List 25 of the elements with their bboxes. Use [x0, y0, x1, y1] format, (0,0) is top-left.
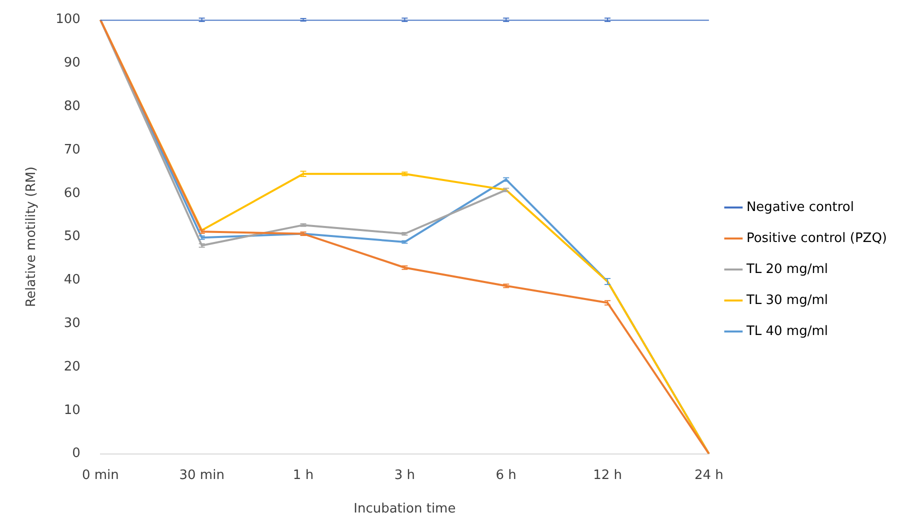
y-axis-title: Relative motility (RM): [24, 166, 40, 308]
x-tick-label: 12 h: [593, 468, 622, 483]
x-tick-label: 3 h: [394, 468, 416, 483]
y-tick-label: 70: [64, 142, 80, 158]
y-tick-label: 60: [64, 186, 80, 201]
y-tick-label: 90: [64, 56, 80, 71]
x-tick-label: 24 h: [694, 468, 724, 483]
y-tick-label: 10: [64, 402, 80, 418]
legend-label: TL 20 mg/ml: [745, 262, 828, 277]
legend-label: Negative control: [746, 200, 854, 215]
legend-label: TL 40 mg/ml: [745, 324, 828, 339]
y-tick-label: 40: [64, 272, 80, 288]
x-axis-title: Incubation time: [354, 502, 456, 517]
x-tick-label: 30 min: [179, 468, 224, 483]
y-tick-label: 0: [72, 446, 80, 462]
x-tick-label: 0 min: [82, 468, 119, 483]
y-tick-label: 80: [64, 98, 80, 114]
x-tick-label: 1 h: [292, 468, 314, 483]
y-tick-label: 30: [64, 316, 80, 331]
y-tick-label: 100: [56, 12, 80, 28]
y-tick-label: 50: [64, 229, 80, 244]
x-tick-label: 6 h: [496, 468, 516, 483]
legend-label: Positive control (PZQ): [746, 230, 887, 246]
legend-label: TL 30 mg/ml: [745, 292, 828, 308]
y-tick-label: 20: [64, 359, 80, 374]
